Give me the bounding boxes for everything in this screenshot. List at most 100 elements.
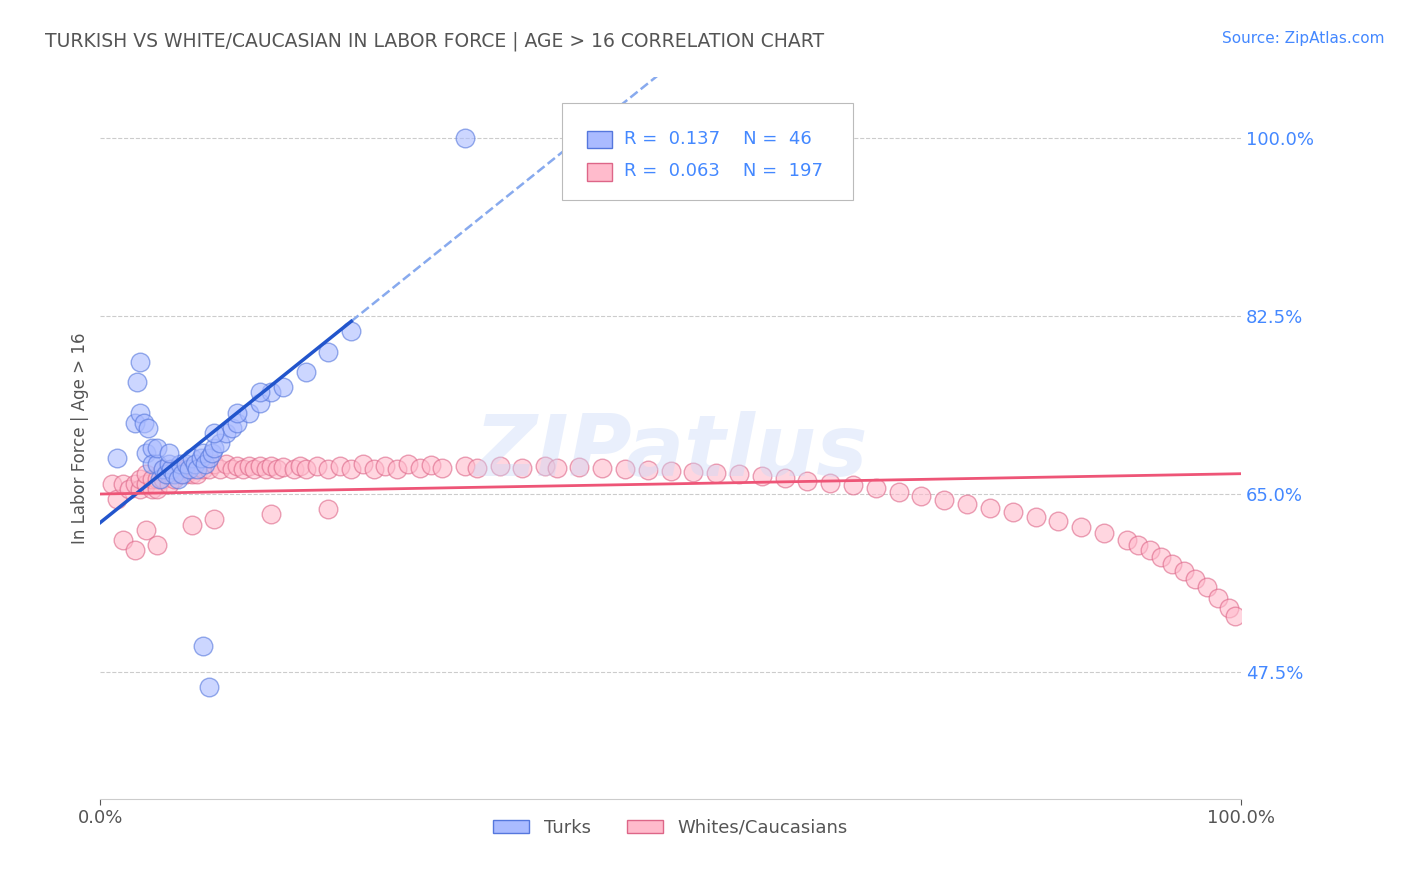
Point: [146, 482, 169, 496]
Text: R =  0.137    N =  46: R = 0.137 N = 46: [624, 129, 811, 148]
Point: [169, 457, 191, 471]
Point: [910, 489, 932, 503]
Point: [202, 425, 225, 440]
Point: [180, 461, 202, 475]
Point: [374, 458, 396, 473]
Point: [546, 460, 568, 475]
Point: [396, 457, 419, 471]
Point: [152, 461, 174, 475]
Point: [201, 446, 224, 460]
Point: [329, 458, 352, 473]
Text: Source: ZipAtlas.com: Source: ZipAtlas.com: [1222, 31, 1385, 46]
Point: [1139, 542, 1161, 557]
Y-axis label: In Labor Force | Age > 16: In Labor Force | Age > 16: [72, 333, 89, 544]
Point: [172, 467, 194, 481]
Point: [283, 461, 305, 475]
Point: [191, 640, 214, 654]
Point: [568, 459, 591, 474]
Point: [136, 421, 159, 435]
Point: [132, 416, 155, 430]
Legend: Turks, Whites/Caucasians: Turks, Whites/Caucasians: [486, 812, 855, 844]
Point: [191, 461, 214, 475]
Point: [180, 451, 202, 466]
Point: [155, 467, 177, 481]
Point: [129, 482, 152, 496]
Point: [135, 467, 157, 481]
Point: [232, 461, 254, 475]
Point: [432, 460, 454, 475]
Point: [107, 492, 129, 507]
Point: [1070, 519, 1092, 533]
Point: [157, 457, 180, 471]
Point: [260, 458, 283, 473]
Point: [226, 416, 249, 430]
Point: [191, 446, 214, 460]
Point: [125, 376, 148, 390]
Point: [260, 385, 283, 400]
Point: [454, 458, 477, 473]
Point: [294, 365, 316, 379]
Point: [385, 461, 408, 475]
Point: [146, 457, 169, 471]
Point: [112, 533, 135, 547]
Point: [163, 472, 186, 486]
Point: [190, 451, 212, 466]
Point: [956, 497, 979, 511]
Point: [796, 474, 818, 488]
FancyBboxPatch shape: [588, 163, 613, 180]
Point: [243, 461, 266, 475]
Point: [288, 458, 311, 473]
Point: [167, 472, 190, 486]
Point: [465, 460, 488, 475]
Point: [169, 461, 191, 475]
Point: [215, 457, 238, 471]
Point: [141, 482, 163, 496]
Point: [260, 508, 283, 522]
Point: [637, 462, 659, 476]
Point: [979, 501, 1001, 516]
Point: [163, 461, 186, 475]
Point: [221, 461, 243, 475]
Point: [266, 461, 288, 475]
Point: [1047, 515, 1070, 529]
FancyBboxPatch shape: [562, 103, 853, 200]
Point: [728, 467, 751, 481]
Point: [124, 542, 146, 557]
Point: [1115, 533, 1137, 547]
Point: [865, 481, 887, 495]
Point: [209, 461, 232, 475]
Point: [169, 467, 191, 481]
Point: [249, 395, 271, 409]
Text: ZIPatlus: ZIPatlus: [474, 411, 868, 494]
Point: [179, 461, 201, 475]
Point: [1161, 557, 1184, 571]
Point: [238, 458, 260, 473]
Point: [271, 380, 294, 394]
Point: [294, 461, 316, 475]
Point: [174, 461, 197, 475]
Point: [887, 485, 910, 500]
Point: [249, 385, 271, 400]
Point: [305, 458, 328, 473]
Point: [340, 461, 363, 475]
Point: [215, 425, 238, 440]
Point: [221, 421, 243, 435]
Point: [135, 476, 157, 491]
Point: [1128, 538, 1150, 552]
Point: [820, 475, 842, 490]
Point: [249, 458, 271, 473]
Point: [152, 472, 174, 486]
Point: [340, 325, 363, 339]
Text: R =  0.063    N =  197: R = 0.063 N = 197: [624, 162, 823, 180]
Point: [226, 406, 249, 420]
Point: [118, 482, 141, 496]
Point: [146, 538, 169, 552]
Point: [682, 465, 704, 479]
Point: [238, 406, 260, 420]
Point: [149, 472, 172, 486]
Point: [408, 460, 430, 475]
Point: [363, 461, 385, 475]
Point: [659, 464, 682, 478]
Point: [197, 451, 219, 466]
Point: [420, 458, 443, 472]
